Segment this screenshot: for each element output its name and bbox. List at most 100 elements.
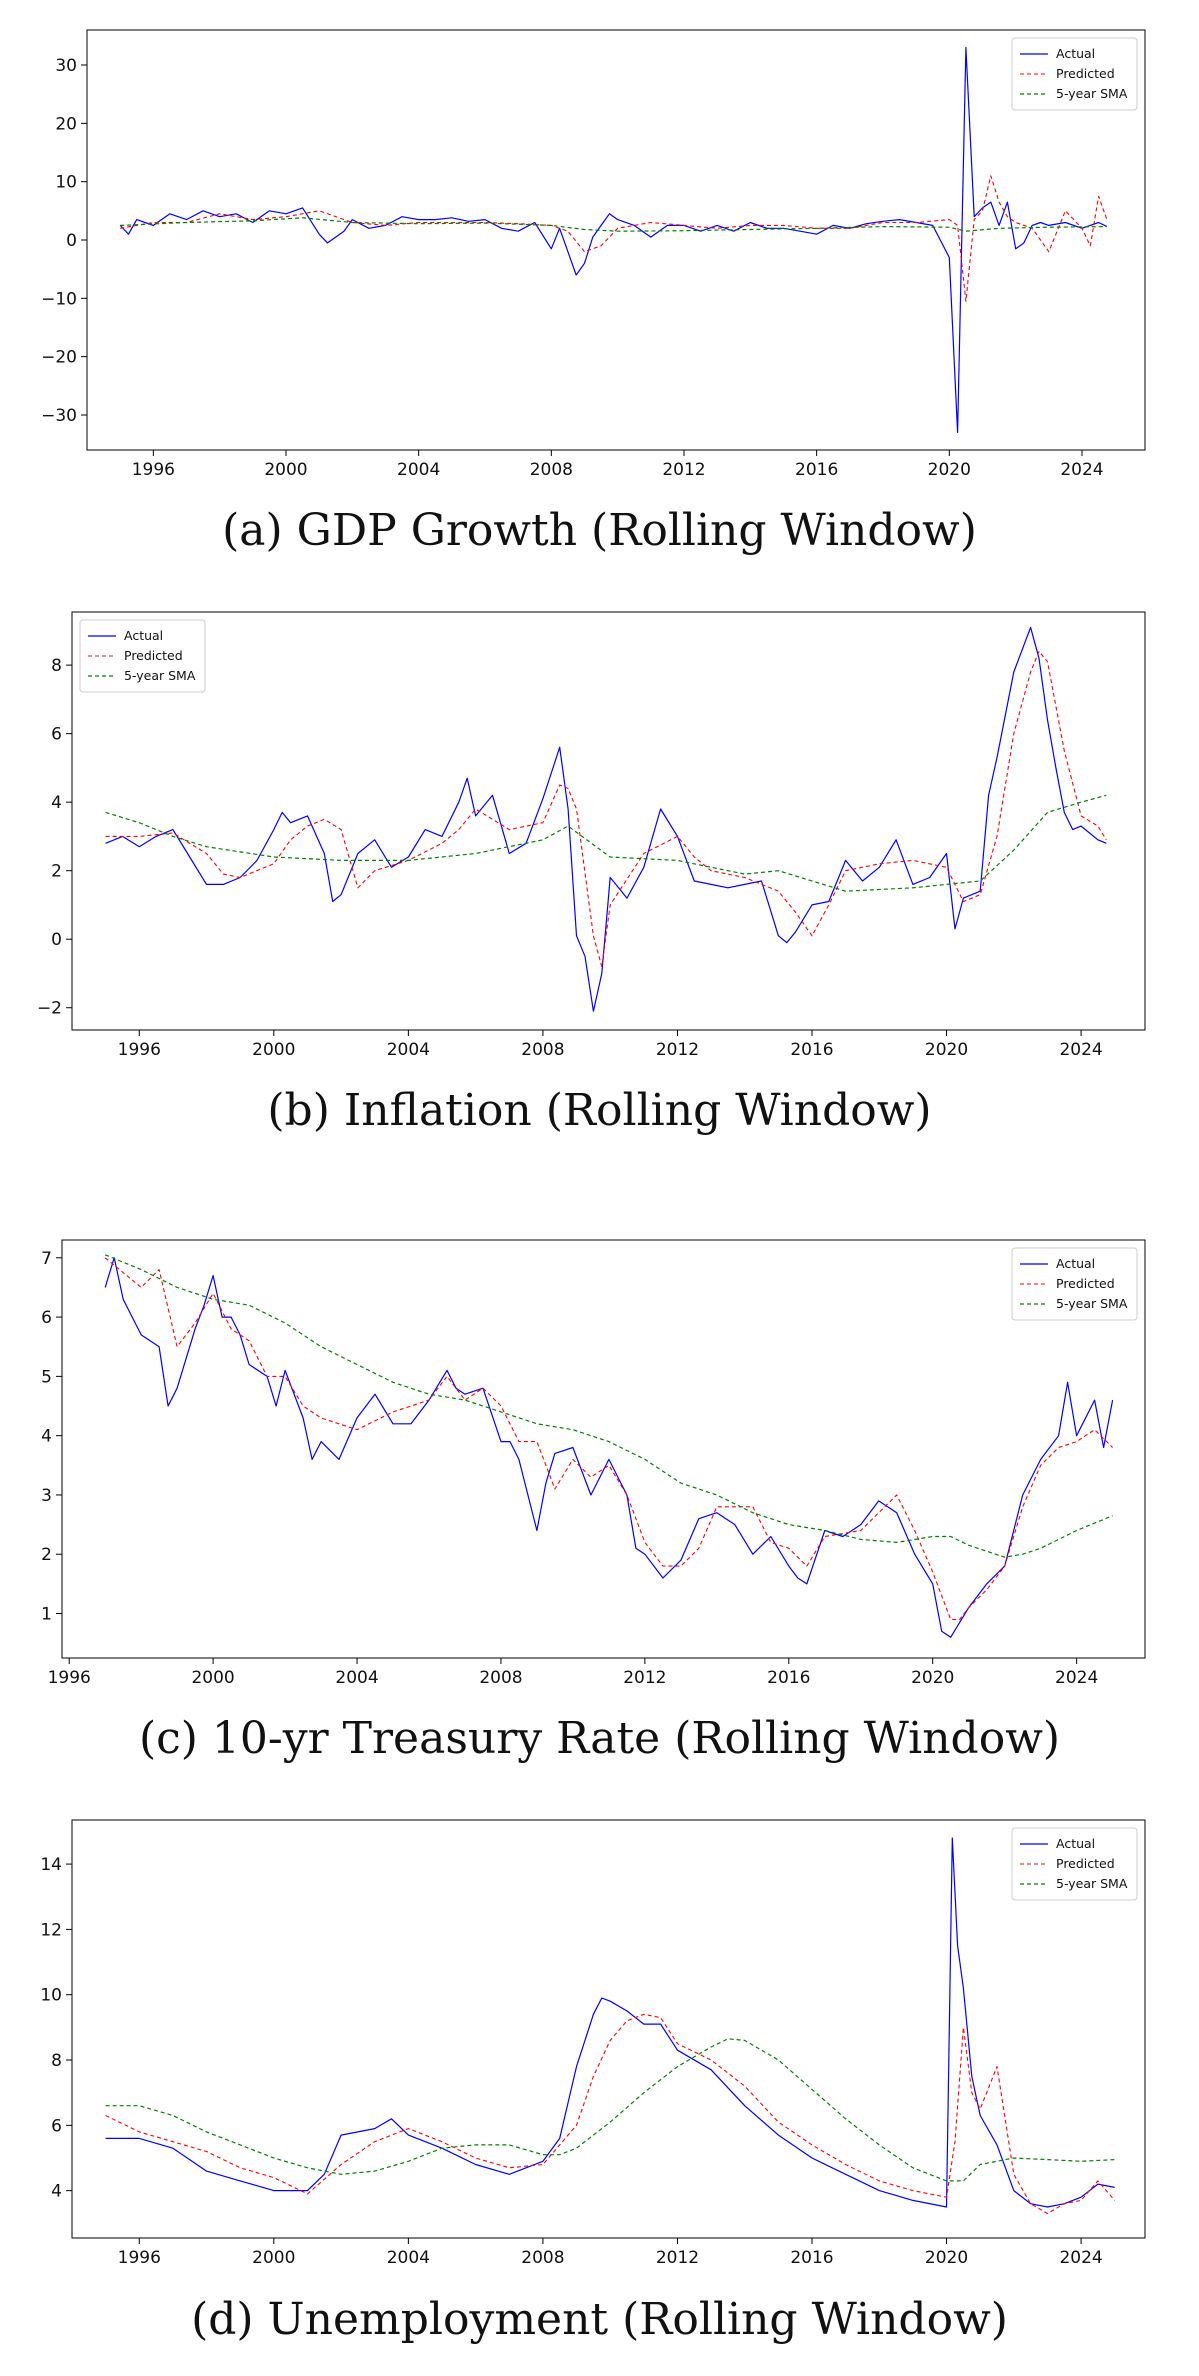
treasury-rate-caption: (c) 10-yr Treasury Rate (Rolling Window) [138,1713,1061,1764]
y-tick-label: 10 [55,173,77,193]
series-line-actual [105,1837,1115,2208]
legend: Actual Predicted 5-year SMA [1011,37,1138,111]
x-tick-label: 1996 [118,1040,161,1060]
x-tick-label: 2004 [397,460,440,480]
gdp-growth-panel: 1996 2000 2004 2008 2012 2016 2020 2024 −30 −20 −1… [41,29,1146,480]
y-tick-label: −30 [41,406,77,426]
x-tick-label: 2016 [767,1668,810,1688]
y-tick-label: 10 [40,1986,62,2006]
series-line-5-year-sma [105,2038,1115,2182]
x-tick-label: 2020 [925,2248,968,2268]
legend: Actual Predicted 5-year SMA [1011,1827,1138,1901]
y-tick-label: 3 [41,1486,52,1506]
x-tick-label: 2008 [521,1040,564,1060]
y-tick-label: 8 [51,2051,62,2071]
y-tick-label: 2 [41,1545,52,1565]
legend-label-actual: Actual [124,628,163,643]
unemployment-caption: (d) Unemployment (Rolling Window) [191,2294,1008,2345]
series-line-actual [105,626,1107,1012]
series-line-5-year-sma [105,794,1107,892]
legend-label-predicted: Predicted [1056,66,1115,81]
x-tick-label: 2000 [252,1040,295,1060]
legend-label-5-year-sma: 5-year SMA [1056,86,1128,101]
y-tick-label: 14 [40,1855,62,1875]
x-tick-label: 2000 [191,1668,234,1688]
legend-box [79,619,206,693]
legend-box [1011,1827,1138,1901]
legend: Actual Predicted 5-year SMA [79,619,206,693]
x-tick-label: 2008 [530,460,573,480]
legend-box [1011,1247,1138,1321]
y-tick-label: 2 [51,862,62,882]
series-line-predicted [104,1257,1113,1621]
y-tick-label: 0 [51,930,62,950]
legend-label-actual: Actual [1056,1256,1095,1271]
y-tick-label: 30 [55,56,77,76]
y-tick-label: 7 [41,1249,52,1269]
x-tick-label: 2024 [1055,1668,1098,1688]
y-tick-label: 20 [55,114,77,134]
x-tick-label: 2012 [656,2248,699,2268]
x-tick-label: 2016 [795,460,838,480]
legend-label-predicted: Predicted [1056,1856,1115,1871]
legend-label-actual: Actual [1056,1836,1095,1851]
x-tick-label: 2024 [1059,1040,1102,1060]
x-tick-label: 2016 [790,2248,833,2268]
legend-label-predicted: Predicted [1056,1276,1115,1291]
x-tick-label: 2024 [1060,460,1103,480]
x-tick-label: 1996 [48,1668,91,1688]
x-tick-label: 2016 [790,1040,833,1060]
series-line-predicted [105,2013,1116,2215]
treasury-rate-panel: 1996 2000 2004 2008 2012 2016 2020 2024 1 2 3 4 5 6 7 A… [41,1239,1146,1688]
x-tick-label: 2004 [335,1668,378,1688]
plot-frame [71,611,1146,1031]
legend-label-predicted: Predicted [124,648,183,663]
y-tick-label: 6 [51,725,62,745]
x-tick-label: 2000 [252,2248,295,2268]
y-tick-label: 8 [51,656,62,676]
series-line-predicted [120,175,1108,302]
x-tick-label: 2012 [662,460,705,480]
unemployment-panel: 1996 2000 2004 2008 2012 2016 2020 2024 4 6 8 10 12 1… [40,1819,1146,2268]
y-tick-label: 5 [41,1367,52,1387]
y-tick-label: 1 [41,1605,52,1625]
x-tick-label: 2004 [387,2248,430,2268]
y-tick-label: 6 [41,1308,52,1328]
x-tick-label: 2020 [925,1040,968,1060]
plot-frame [61,1239,1146,1659]
y-tick-label: 6 [51,2116,62,2136]
x-tick-label: 2024 [1059,2248,1102,2268]
y-tick-label: 4 [51,793,62,813]
series-line-predicted [105,650,1107,968]
y-tick-label: 12 [40,1920,62,1940]
x-tick-label: 1996 [118,2248,161,2268]
inflation-caption: (b) Inflation (Rolling Window) [267,1085,932,1136]
legend-box [1011,37,1138,111]
y-tick-label: −10 [41,289,77,309]
x-tick-label: 2020 [928,460,971,480]
plot-frame [71,1819,1146,2239]
x-tick-label: 1996 [132,460,175,480]
y-tick-label: 4 [41,1427,52,1447]
y-tick-label: −20 [41,348,77,368]
series-line-5-year-sma [120,217,1107,232]
series-line-actual [119,46,1108,434]
x-tick-label: 2012 [623,1668,666,1688]
x-tick-label: 2008 [521,2248,564,2268]
y-tick-label: −2 [37,999,62,1019]
x-tick-label: 2008 [479,1668,522,1688]
x-tick-label: 2004 [387,1040,430,1060]
legend-label-5-year-sma: 5-year SMA [1056,1296,1128,1311]
series-line-actual [104,1257,1114,1638]
x-tick-label: 2000 [264,460,307,480]
x-tick-label: 2020 [911,1668,954,1688]
y-tick-label: 4 [51,2182,62,2202]
gdp-growth-caption: (a) GDP Growth (Rolling Window) [222,505,977,556]
legend-label-actual: Actual [1056,46,1095,61]
legend: Actual Predicted 5-year SMA [1011,1247,1138,1321]
legend-label-5-year-sma: 5-year SMA [124,668,196,683]
x-tick-label: 2012 [656,1040,699,1060]
legend-label-5-year-sma: 5-year SMA [1056,1876,1128,1891]
y-tick-label: 0 [66,231,77,251]
series-line-5-year-sma [104,1254,1113,1558]
